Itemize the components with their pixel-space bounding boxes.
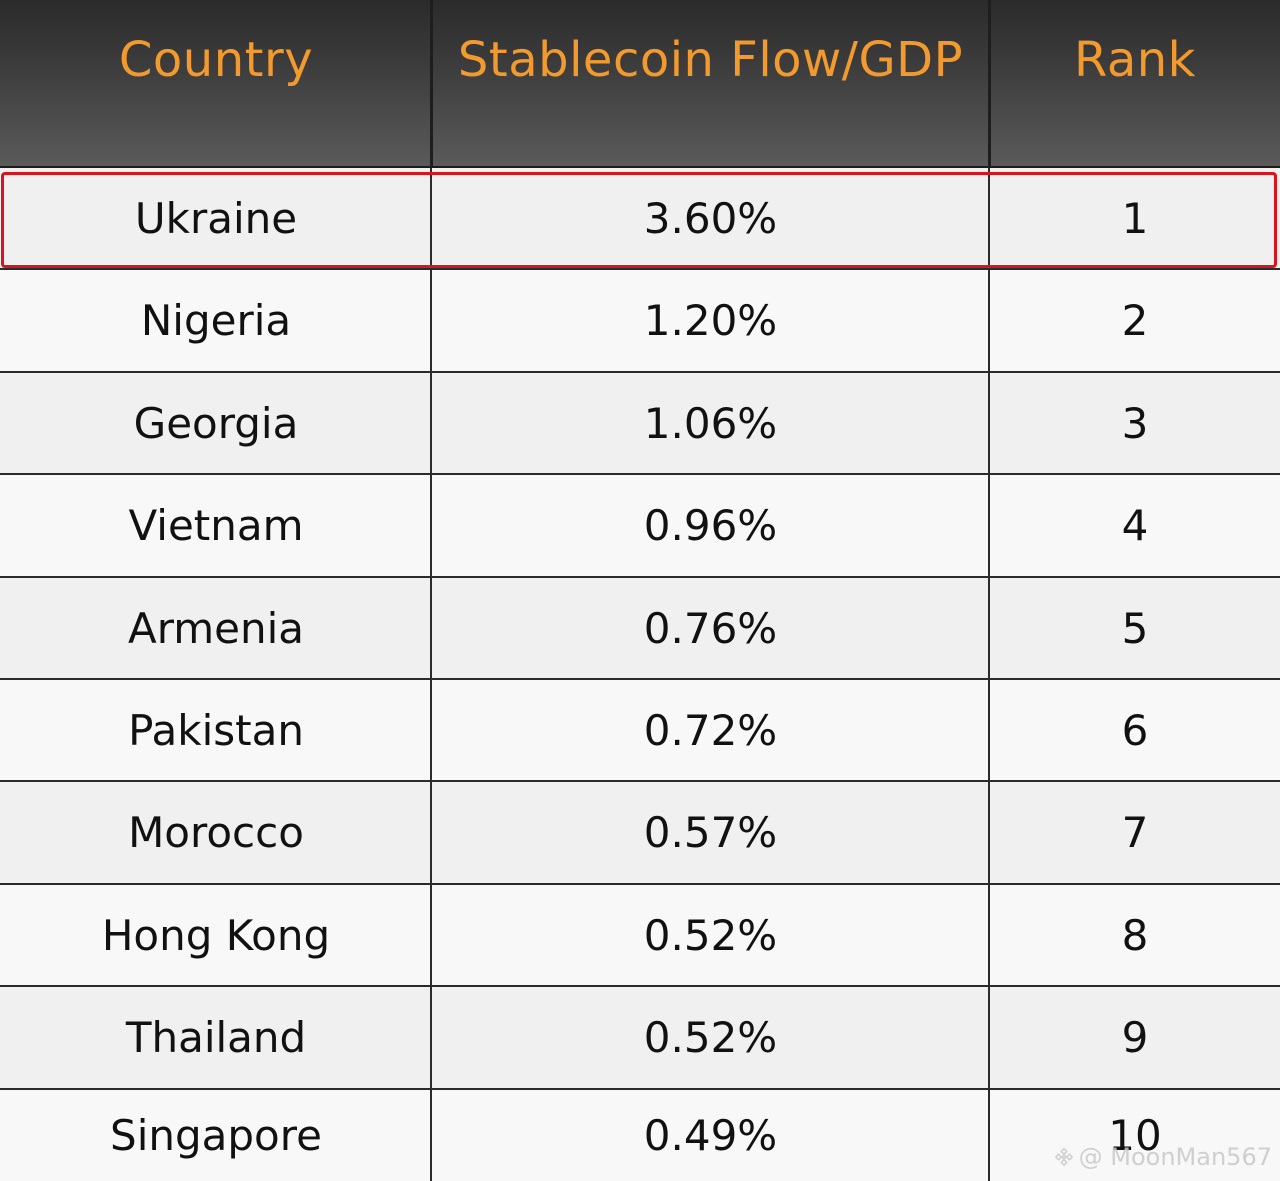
cell-flow: 1.20% [643,296,778,345]
cell-flow: 0.57% [643,808,778,857]
header-rank: Rank [1074,32,1196,88]
cell-country: Thailand [125,1013,307,1062]
column-divider [430,270,432,371]
column-divider [988,987,990,1088]
table-row: Thailand 0.52% 9 [0,987,1280,1090]
table-row: Ukraine 3.60% 1 [0,168,1280,270]
header-divider [988,0,991,168]
watermark: @ MoonMan567 [1053,1143,1272,1171]
column-divider [430,373,432,473]
cell-flow: 0.52% [643,910,778,960]
column-divider [430,1090,432,1181]
column-divider [430,885,432,985]
cell-rank: 7 [1121,808,1149,857]
table-row: Armenia 0.76% 5 [0,578,1280,680]
column-divider [988,578,990,678]
table-row: Hong Kong 0.52% 8 [0,885,1280,987]
cell-country: Hong Kong [101,910,331,960]
watermark-text: @ MoonMan567 [1078,1143,1272,1171]
cell-flow: 1.06% [643,398,778,448]
cell-rank: 10 [1108,1111,1162,1160]
cell-country: Armenia [127,603,305,653]
cell-flow: 3.60% [643,193,778,243]
cell-country: Morocco [128,808,304,857]
header-country: Country [118,32,314,88]
cell-country: Singapore [110,1111,322,1160]
cell-rank: 1 [1121,193,1149,243]
cell-country: Pakistan [128,705,304,755]
cell-rank: 6 [1121,705,1149,755]
binance-logo-icon [1054,1147,1073,1167]
cell-country: Vietnam [128,501,304,550]
cell-flow: 0.76% [643,603,778,653]
table-row: Georgia 1.06% 3 [0,373,1280,475]
cell-rank: 8 [1121,910,1149,960]
cell-rank: 9 [1121,1013,1149,1062]
header-divider [430,0,433,168]
cell-flow: 0.52% [643,1013,778,1062]
cell-country: Ukraine [134,193,298,243]
header-flow: Stablecoin Flow/GDP [457,32,964,88]
column-divider [430,782,432,883]
cell-country: Georgia [133,398,299,448]
cell-rank: 4 [1121,501,1149,550]
column-divider [430,475,432,576]
cell-country: Nigeria [140,296,292,345]
table-header: Country Stablecoin Flow/GDP Rank [0,0,1280,168]
column-divider [988,680,990,780]
cell-rank: 2 [1121,296,1149,345]
column-divider [430,680,432,780]
table-row: Singapore 0.49% 10 [0,1090,1280,1181]
column-divider [988,885,990,985]
cell-rank: 3 [1121,398,1149,448]
column-divider [430,578,432,678]
table-row: Morocco 0.57% 7 [0,782,1280,885]
cell-rank: 5 [1121,603,1149,653]
cell-flow: 0.72% [643,705,778,755]
cell-flow: 0.96% [643,501,778,550]
table-row: Nigeria 1.20% 2 [0,270,1280,373]
column-divider [988,270,990,371]
column-divider [988,1090,990,1181]
table-row: Pakistan 0.72% 6 [0,680,1280,782]
table-row: Vietnam 0.96% 4 [0,475,1280,578]
column-divider [988,168,990,268]
column-divider [430,168,432,268]
column-divider [988,782,990,883]
column-divider [430,987,432,1088]
column-divider [988,475,990,576]
cell-flow: 0.49% [643,1111,778,1160]
column-divider [988,373,990,473]
